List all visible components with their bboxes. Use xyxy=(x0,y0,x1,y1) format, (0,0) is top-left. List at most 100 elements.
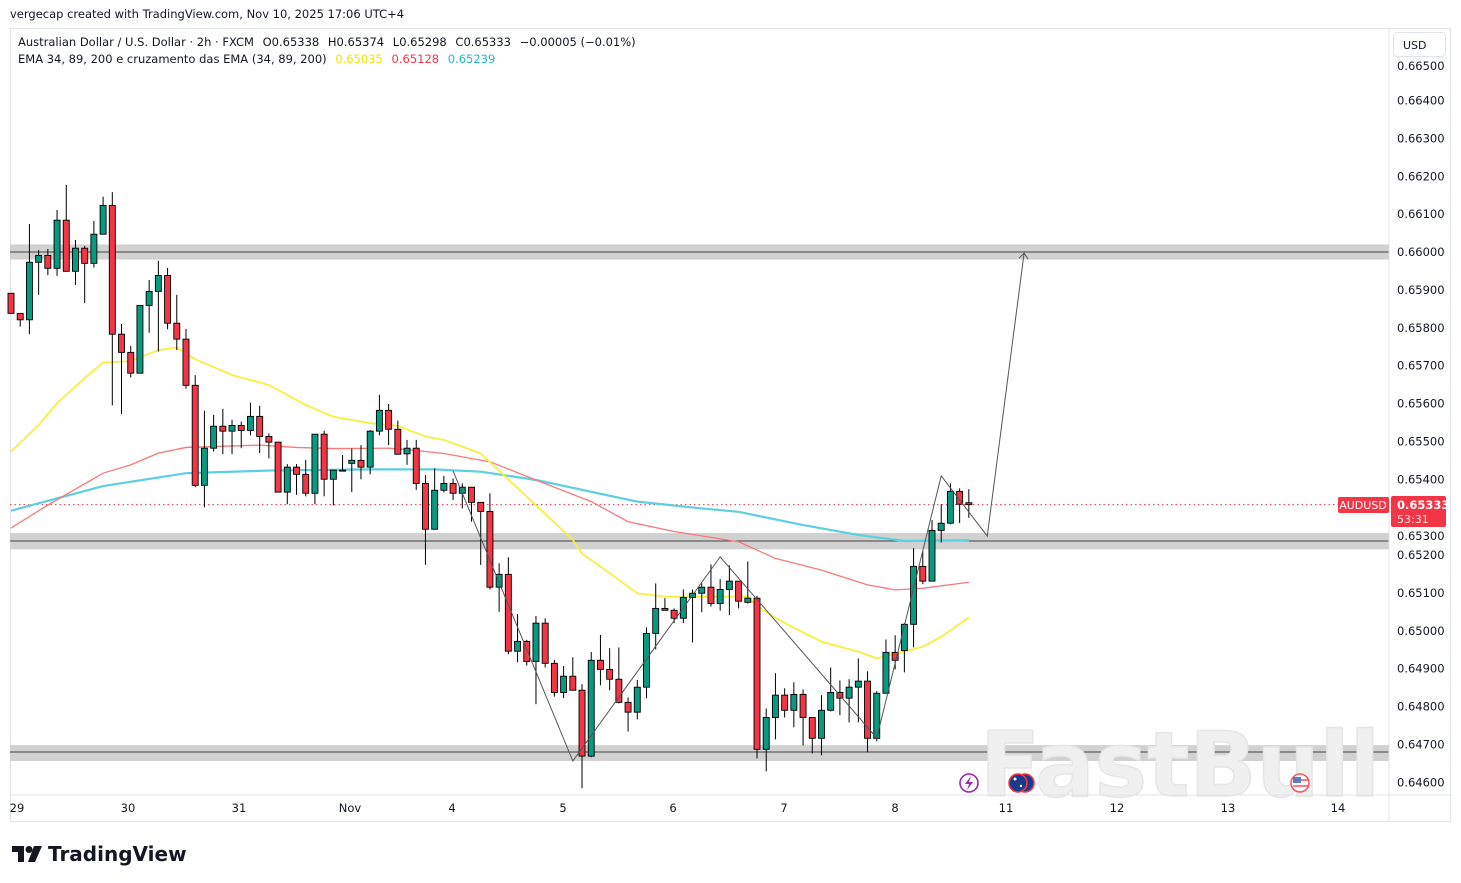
candle[interactable] xyxy=(956,488,964,524)
currency-button[interactable]: USD xyxy=(1393,32,1446,57)
candle[interactable] xyxy=(173,294,181,351)
candle[interactable] xyxy=(762,708,770,772)
candle[interactable] xyxy=(716,579,724,611)
candle[interactable] xyxy=(293,464,300,495)
candle[interactable] xyxy=(753,595,761,759)
support-resistance-zone[interactable] xyxy=(10,745,1389,762)
tradingview-logo[interactable]: TradingView xyxy=(12,842,187,866)
candle[interactable] xyxy=(283,464,291,505)
candle[interactable] xyxy=(900,623,908,673)
candle[interactable] xyxy=(661,598,669,611)
candle[interactable] xyxy=(35,250,43,295)
candle[interactable] xyxy=(357,445,365,480)
candle[interactable] xyxy=(375,394,383,436)
candle[interactable] xyxy=(7,292,15,314)
candle[interactable] xyxy=(16,312,24,327)
candle[interactable] xyxy=(624,697,632,732)
ema89-line[interactable] xyxy=(10,444,969,591)
candle[interactable] xyxy=(486,493,494,590)
candle[interactable] xyxy=(845,679,853,723)
candle[interactable] xyxy=(422,475,429,565)
candle[interactable] xyxy=(771,673,779,740)
candle[interactable] xyxy=(90,220,98,268)
symbol-legend[interactable]: Australian Dollar / U.S. Dollar · 2h · F… xyxy=(18,34,641,51)
candle[interactable] xyxy=(965,489,973,518)
candle[interactable] xyxy=(81,245,89,304)
candle[interactable] xyxy=(633,679,641,720)
candle[interactable] xyxy=(873,691,881,742)
candle[interactable] xyxy=(440,475,448,493)
candle[interactable] xyxy=(136,304,144,374)
ema34-line[interactable] xyxy=(10,346,970,660)
candle[interactable] xyxy=(191,375,199,488)
candle[interactable] xyxy=(946,483,954,525)
candle[interactable] xyxy=(928,520,936,582)
candle[interactable] xyxy=(514,614,521,663)
candle[interactable] xyxy=(302,459,310,497)
candle[interactable] xyxy=(643,627,650,699)
candle[interactable] xyxy=(320,430,328,497)
candle[interactable] xyxy=(864,671,871,753)
candle[interactable] xyxy=(744,561,752,604)
australia-flag-event-icon[interactable] xyxy=(1008,773,1035,793)
candle[interactable] xyxy=(247,402,254,436)
lightning-event-icon[interactable] xyxy=(959,773,979,793)
candle[interactable] xyxy=(154,260,162,352)
candle[interactable] xyxy=(25,223,33,335)
candle[interactable] xyxy=(219,408,227,455)
candle[interactable] xyxy=(228,419,236,455)
candle[interactable] xyxy=(827,667,835,712)
candle[interactable] xyxy=(781,688,789,718)
candle[interactable] xyxy=(145,280,153,333)
candle[interactable] xyxy=(560,665,568,699)
candle[interactable] xyxy=(329,469,337,506)
candle[interactable] xyxy=(256,405,264,454)
candle[interactable] xyxy=(127,345,135,378)
candle[interactable] xyxy=(403,439,411,465)
candle[interactable] xyxy=(210,414,218,452)
candle[interactable] xyxy=(348,448,356,493)
candle[interactable] xyxy=(182,328,190,389)
candle[interactable] xyxy=(339,455,347,472)
candle[interactable] xyxy=(99,196,107,235)
candle[interactable] xyxy=(164,267,172,330)
candle[interactable] xyxy=(698,583,706,613)
candle[interactable] xyxy=(707,564,715,607)
candle[interactable] xyxy=(62,184,70,272)
us-flag-event-icon[interactable] xyxy=(1290,773,1310,793)
candle[interactable] xyxy=(569,657,577,691)
candle[interactable] xyxy=(799,689,807,746)
candle[interactable] xyxy=(412,439,420,490)
candle[interactable] xyxy=(596,634,604,686)
candle[interactable] xyxy=(366,430,374,475)
candle[interactable] xyxy=(854,658,862,723)
candle[interactable] xyxy=(910,548,918,648)
candle[interactable] xyxy=(615,647,623,704)
candle[interactable] xyxy=(200,410,208,508)
candle[interactable] xyxy=(237,421,245,449)
ema200-line[interactable] xyxy=(10,468,969,543)
candle[interactable] xyxy=(735,580,743,609)
candle[interactable] xyxy=(578,684,586,789)
candle[interactable] xyxy=(385,403,393,446)
candle[interactable] xyxy=(44,248,52,276)
candle[interactable] xyxy=(790,682,798,728)
indicator-legend[interactable]: EMA 34, 89, 200 e cruzamento das EMA (34… xyxy=(18,51,641,68)
candle[interactable] xyxy=(53,209,61,276)
candle[interactable] xyxy=(265,433,273,459)
candle[interactable] xyxy=(495,563,503,612)
candle[interactable] xyxy=(108,192,116,406)
candle[interactable] xyxy=(477,501,485,565)
candle[interactable] xyxy=(652,583,660,650)
candle[interactable] xyxy=(679,589,687,624)
projection-path-drawing[interactable] xyxy=(452,253,1025,763)
candle[interactable] xyxy=(818,695,825,756)
candle[interactable] xyxy=(919,551,927,585)
candle[interactable] xyxy=(808,717,816,754)
candle[interactable] xyxy=(541,618,549,668)
candle[interactable] xyxy=(532,615,540,705)
candle[interactable] xyxy=(431,468,439,530)
candle[interactable] xyxy=(937,504,945,543)
candle[interactable] xyxy=(72,239,79,285)
candle[interactable] xyxy=(394,420,402,455)
